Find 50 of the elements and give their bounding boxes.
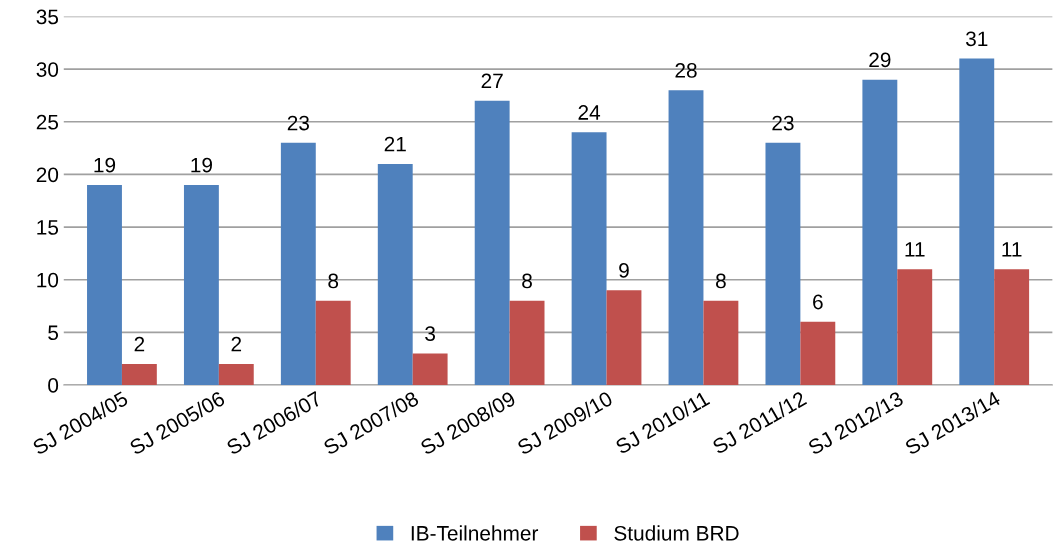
bar: [703, 300, 739, 385]
legend-label: Studium BRD: [614, 525, 739, 541]
data-label: 6: [813, 294, 823, 310]
data-label: 29: [869, 52, 891, 68]
data-label: 2: [134, 336, 145, 352]
data-label: 23: [287, 115, 309, 131]
data-label: 28: [675, 63, 697, 78]
legend-label: IB-Teilnehmer: [411, 525, 539, 541]
bar: [218, 363, 254, 385]
bar: [668, 90, 704, 385]
bar: [121, 363, 157, 385]
bar: [183, 184, 219, 385]
data-label: 21: [384, 136, 406, 152]
bar: [280, 142, 316, 385]
bar: [606, 290, 642, 385]
bar: [474, 100, 510, 385]
bar: [994, 269, 1030, 385]
y-tick-label: 0: [48, 378, 59, 393]
y-tick-label: 10: [37, 272, 59, 288]
data-label: 8: [716, 273, 726, 289]
bar: [87, 184, 122, 385]
data-label: 31: [965, 31, 988, 47]
bar: [862, 79, 898, 385]
data-label: 19: [191, 157, 213, 173]
data-label: 11: [905, 242, 925, 257]
bar: [897, 269, 933, 385]
data-label: 24: [578, 105, 601, 120]
y-tick-label: 35: [36, 9, 59, 25]
y-tick-label: 25: [36, 114, 59, 130]
data-label: 11: [1002, 242, 1022, 257]
bar: [765, 142, 801, 385]
bar: [377, 163, 413, 385]
bar: [571, 132, 607, 385]
data-label: 19: [94, 157, 116, 173]
bar: [509, 300, 545, 385]
bar: [959, 58, 995, 385]
data-label: 9: [619, 263, 629, 278]
y-tick-label: 20: [36, 167, 59, 183]
data-label: 2: [231, 336, 242, 352]
data-label: 23: [772, 115, 794, 131]
data-label: 8: [328, 273, 339, 289]
y-tick-label: 15: [37, 220, 59, 235]
y-tick-label: 5: [48, 325, 59, 341]
data-label: 3: [425, 326, 436, 341]
data-label: 27: [481, 73, 503, 89]
data-label: 8: [522, 273, 532, 289]
bar: [412, 353, 448, 385]
bar: [315, 300, 351, 385]
y-tick-label: 30: [36, 62, 59, 77]
bar: [800, 321, 836, 385]
